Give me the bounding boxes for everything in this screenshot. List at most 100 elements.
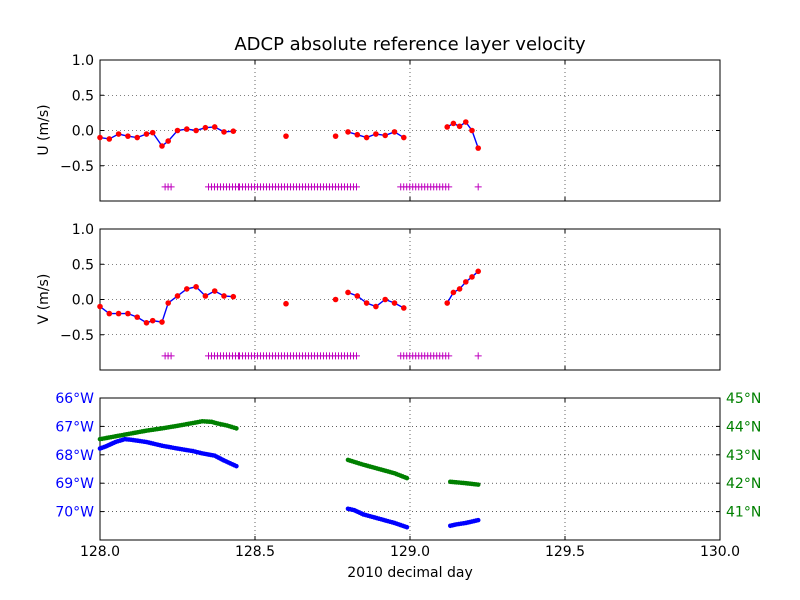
panel-position-longitude-ticks: 66°W 67°W 68°W 69°W 70°W: [55, 391, 104, 521]
y-tick-label: −0.5: [60, 328, 94, 344]
longitude-point: [234, 463, 239, 469]
data-point-v: [345, 289, 351, 296]
data-point-u: [332, 133, 339, 139]
data-point-u: [165, 138, 171, 144]
latitude-tick-label: 42°N: [726, 476, 761, 492]
y-tick-label: −0.5: [60, 159, 94, 175]
data-point-u: [444, 124, 451, 130]
y-tick-label: 1.0: [72, 222, 94, 238]
data-point-v: [363, 300, 370, 306]
panel-v: 1.0 0.5 0.0 −0.5 V (m/s): [36, 222, 721, 371]
latitude-tick-label: 44°N: [726, 419, 761, 435]
data-point-v: [211, 288, 218, 294]
data-point-v: [115, 310, 122, 317]
data-point-v: [221, 293, 227, 299]
data-point-v: [382, 296, 389, 303]
flag-mark: [167, 352, 175, 360]
latitude-tick-label: 41°N: [726, 505, 761, 521]
latitude-tick-label: 45°N: [726, 391, 761, 407]
longitude-tick-label: 69°W: [55, 476, 94, 492]
panel-u-ylabel: U (m/s): [36, 104, 52, 155]
longitude-point: [475, 517, 481, 523]
panel-u-series: [97, 119, 482, 151]
data-point-v: [456, 286, 463, 292]
data-point-u: [373, 131, 379, 137]
data-point-v: [463, 279, 469, 285]
data-point-u: [134, 134, 140, 141]
data-point-v: [159, 319, 165, 325]
flag-mark: [474, 352, 482, 360]
panel-v-yticks: 1.0 0.5 0.0 −0.5: [60, 222, 721, 370]
data-point-v: [230, 293, 237, 300]
data-point-u: [97, 134, 103, 141]
chart-title: ADCP absolute reference layer velocity: [234, 34, 586, 55]
latitude-point: [234, 426, 239, 431]
panel-v-flags: [161, 352, 482, 360]
data-point-u: [149, 129, 156, 136]
flag-mark: [353, 352, 360, 360]
x-axis-label: 2010 decimal day: [347, 565, 472, 581]
y-tick-label: 0.5: [72, 257, 94, 273]
data-point-v: [373, 303, 379, 310]
data-point-v: [354, 293, 361, 299]
data-point-v: [444, 300, 451, 306]
flag-mark: [167, 183, 175, 191]
data-point-u: [125, 133, 131, 139]
data-point-u: [450, 120, 457, 127]
data-point-u: [283, 133, 289, 139]
data-point-u: [230, 128, 237, 135]
data-point-v: [202, 293, 209, 299]
data-point-u: [354, 131, 361, 138]
panel-position-latitude-ticks: 45°N 44°N 43°N 42°N 41°N: [716, 391, 761, 521]
flag-mark: [474, 183, 482, 191]
data-point-u: [106, 136, 113, 142]
y-tick-label: 0.0: [72, 124, 94, 140]
data-point-u: [456, 123, 463, 130]
data-point-u: [401, 134, 407, 141]
data-point-v: [450, 289, 457, 296]
data-point-v: [174, 293, 181, 299]
y-tick-label: 0.5: [72, 88, 94, 104]
latitude-point: [475, 482, 481, 487]
panel-position-x-ticks: 128.0 128.5 129.0 129.5 130.0: [80, 398, 740, 560]
panel-v-series: [97, 268, 482, 326]
data-point-v: [106, 310, 113, 317]
flag-mark: [353, 183, 360, 191]
data-point-u: [174, 127, 181, 134]
data-point-u: [382, 132, 389, 139]
x-tick-label: 129.0: [390, 544, 430, 560]
x-tick-label: 130.0: [700, 544, 740, 560]
data-point-v: [149, 317, 156, 324]
series-line-u: [99, 126, 234, 148]
panel-u-grid: [100, 60, 720, 201]
data-point-v: [193, 284, 199, 290]
panel-u: 1.0 0.5 0.0 −0.5 U (m/s): [36, 53, 721, 202]
longitude-point: [404, 524, 410, 530]
x-tick-label: 128.5: [235, 544, 275, 560]
data-point-u: [115, 131, 122, 137]
data-point-v: [391, 300, 398, 306]
x-tick-label: 129.5: [545, 544, 585, 560]
longitude-tick-label: 66°W: [55, 391, 94, 407]
data-point-v: [401, 305, 407, 311]
data-point-v: [184, 286, 190, 292]
data-point-v: [469, 274, 475, 280]
panel-u-yticks: 1.0 0.5 0.0 −0.5: [60, 53, 721, 201]
panel-position-series: [97, 418, 481, 530]
latitude-tick-label: 43°N: [726, 448, 761, 464]
longitude-tick-label: 70°W: [55, 505, 94, 521]
data-point-u: [211, 124, 218, 130]
panel-position-grid: [100, 398, 720, 540]
data-point-u: [345, 129, 351, 135]
panel-position: 66°W 67°W 68°W 69°W 70°W 45°N 44°N 43°N 42°N 41°…: [55, 391, 761, 560]
series-line-v: [99, 286, 234, 324]
data-point-u: [184, 126, 190, 132]
data-point-u: [221, 129, 227, 135]
y-tick-label: 0.0: [72, 293, 94, 309]
data-point-v: [125, 310, 131, 317]
data-point-u: [193, 127, 199, 134]
data-point-v: [97, 303, 103, 310]
panel-v-ylabel: V (m/s): [36, 274, 52, 325]
data-point-v: [134, 314, 140, 320]
